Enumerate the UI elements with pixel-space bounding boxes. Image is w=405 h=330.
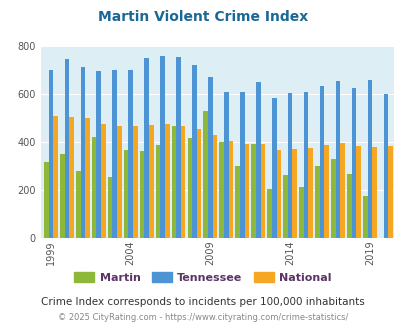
Bar — [69, 117, 74, 238]
Bar — [271, 98, 276, 238]
Bar — [53, 115, 58, 238]
Bar — [224, 92, 228, 238]
Bar — [112, 70, 117, 238]
Bar — [117, 126, 121, 238]
Bar — [362, 196, 367, 238]
Bar — [196, 129, 201, 238]
Bar — [128, 70, 133, 238]
Bar — [76, 171, 80, 238]
Text: © 2025 CityRating.com - https://www.cityrating.com/crime-statistics/: © 2025 CityRating.com - https://www.city… — [58, 313, 347, 322]
Bar — [228, 141, 233, 238]
Bar — [287, 93, 292, 238]
Bar — [187, 138, 192, 238]
Bar — [171, 126, 176, 238]
Bar — [192, 65, 196, 238]
Bar — [239, 92, 244, 238]
Bar — [319, 86, 324, 238]
Bar — [92, 137, 96, 238]
Bar — [219, 142, 224, 238]
Bar — [160, 56, 164, 238]
Bar — [339, 143, 344, 238]
Bar — [303, 92, 308, 238]
Bar — [108, 177, 112, 238]
Bar — [133, 126, 137, 238]
Bar — [49, 70, 53, 238]
Bar — [180, 126, 185, 238]
Bar — [208, 77, 212, 238]
Text: Crime Index corresponds to incidents per 100,000 inhabitants: Crime Index corresponds to incidents per… — [41, 297, 364, 307]
Bar — [64, 59, 69, 238]
Bar — [96, 71, 101, 238]
Bar — [139, 151, 144, 238]
Bar — [324, 145, 328, 238]
Bar — [80, 67, 85, 238]
Bar — [314, 166, 319, 238]
Bar — [155, 146, 160, 238]
Bar — [144, 58, 149, 238]
Bar — [298, 187, 303, 238]
Bar — [60, 154, 64, 238]
Bar — [164, 124, 169, 238]
Bar — [176, 57, 180, 238]
Bar — [351, 88, 356, 238]
Bar — [330, 159, 335, 238]
Bar — [44, 162, 49, 238]
Bar — [251, 144, 255, 238]
Bar — [335, 81, 339, 238]
Bar — [244, 144, 249, 238]
Bar — [283, 176, 287, 238]
Bar — [356, 147, 360, 238]
Bar — [235, 166, 239, 238]
Text: Martin Violent Crime Index: Martin Violent Crime Index — [98, 10, 307, 24]
Bar — [260, 144, 264, 238]
Bar — [85, 118, 90, 238]
Bar — [371, 147, 376, 238]
Bar — [387, 146, 392, 238]
Bar — [101, 124, 105, 238]
Bar — [149, 125, 153, 238]
Bar — [255, 82, 260, 238]
Bar — [367, 80, 371, 238]
Bar — [308, 148, 312, 238]
Bar — [203, 111, 208, 238]
Bar — [346, 174, 351, 238]
Bar — [292, 148, 296, 238]
Bar — [124, 150, 128, 238]
Legend: Martin, Tennessee, National: Martin, Tennessee, National — [70, 268, 335, 287]
Bar — [383, 94, 387, 238]
Bar — [212, 135, 217, 238]
Bar — [266, 188, 271, 238]
Bar — [276, 150, 281, 238]
